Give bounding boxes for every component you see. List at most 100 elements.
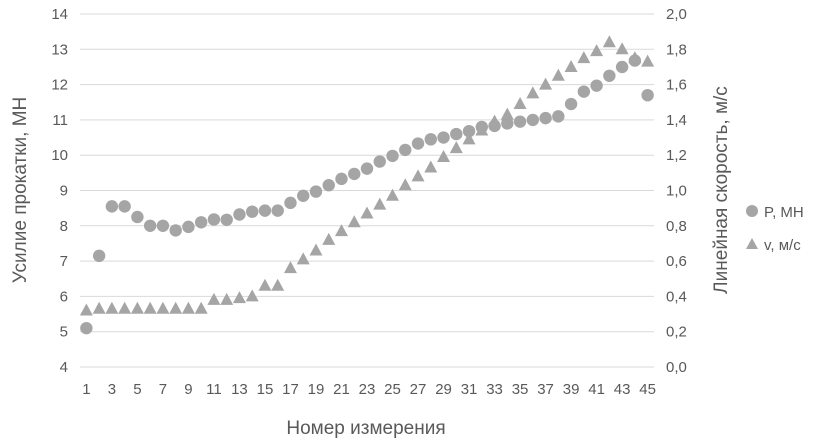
legend-marker-v [746, 238, 758, 249]
data-point-p [169, 224, 182, 237]
y-axis-left-ticks: 4 5 6 7 8 9 10 11 12 13 14 [51, 6, 68, 376]
data-point-p [258, 204, 272, 217]
x-tick-label: 19 [308, 381, 325, 398]
x-tick-label: 13 [231, 381, 248, 398]
data-point-v [386, 188, 400, 201]
data-point-v [245, 289, 259, 302]
x-tick-label: 15 [257, 381, 274, 398]
data-point-p [615, 60, 629, 74]
x-tick-label: 37 [537, 381, 554, 398]
y2-tick-label: 0,8 [666, 218, 687, 235]
data-point-p [246, 205, 259, 218]
x-tick-label: 29 [435, 381, 452, 398]
data-point-p [220, 213, 233, 226]
data-point-p [373, 155, 386, 168]
x-tick-label: 35 [512, 381, 529, 398]
data-point-v [526, 86, 540, 99]
data-point-v [488, 114, 502, 127]
data-point-v [641, 54, 655, 67]
data-point-p [399, 143, 412, 157]
data-point-v [258, 278, 272, 291]
data-point-v [360, 206, 374, 219]
data-point-p [641, 88, 654, 102]
data-point-v [590, 44, 604, 57]
data-point-p [335, 172, 348, 186]
y2-tick-label: 1,0 [666, 183, 687, 200]
y-tick-label: 7 [60, 253, 68, 270]
data-point-v [577, 51, 591, 64]
data-point-v [424, 160, 438, 173]
x-tick-label: 7 [159, 381, 167, 398]
data-point-v [296, 252, 310, 265]
data-point-p [386, 149, 399, 163]
data-point-p [309, 185, 323, 198]
x-tick-label: 39 [563, 381, 580, 398]
data-point-v [92, 301, 106, 314]
y-tick-label: 10 [51, 147, 68, 164]
data-point-v [207, 292, 221, 305]
data-point-p [194, 216, 208, 229]
legend: P, МН v, м/с [746, 204, 804, 254]
x-tick-label: 41 [588, 381, 605, 398]
x-tick-label: 43 [614, 381, 631, 398]
data-point-v [449, 141, 463, 154]
x-tick-label: 27 [410, 381, 427, 398]
data-point-v [118, 301, 132, 314]
data-point-v [309, 243, 323, 256]
data-point-p [513, 115, 527, 128]
data-point-p [462, 124, 476, 138]
y-tick-label: 9 [60, 183, 68, 200]
y2-tick-label: 1,6 [666, 77, 687, 94]
data-point-v [551, 68, 565, 81]
x-tick-label: 31 [461, 381, 478, 398]
y-tick-label: 13 [51, 41, 68, 58]
data-point-v [398, 178, 412, 191]
data-point-v [232, 291, 246, 304]
data-point-p [297, 189, 310, 202]
data-point-v [347, 215, 361, 228]
y2-tick-label: 0,4 [666, 288, 687, 305]
data-point-v [602, 35, 616, 48]
y-axis-left-title: Усилие прокатки, МН [10, 97, 31, 284]
data-point-p [207, 213, 221, 226]
data-point-p [564, 97, 578, 111]
data-point-v [130, 301, 144, 314]
data-point-v [271, 278, 285, 291]
y-axis-right-ticks: 0,0 0,2 0,4 0,6 0,8 1,0 1,2 1,4 1,6 1,8 2,0 [666, 6, 687, 376]
x-tick-label: 9 [184, 381, 192, 398]
y2-tick-label: 0,6 [666, 253, 687, 270]
y-tick-label: 8 [60, 218, 68, 235]
legend-marker-p [746, 205, 758, 217]
y2-tick-label: 1,2 [666, 147, 687, 164]
data-point-v [373, 197, 387, 210]
y2-tick-label: 2,0 [666, 6, 687, 23]
y-tick-label: 4 [60, 359, 68, 376]
data-point-v [194, 301, 208, 314]
data-point-v [334, 224, 348, 237]
data-point-p [360, 162, 374, 175]
data-point-v [462, 132, 476, 145]
data-point-p [437, 131, 450, 144]
data-point-p [271, 204, 284, 217]
data-point-p [143, 219, 157, 232]
data-point-p [233, 208, 246, 221]
data-point-v [322, 232, 336, 245]
y-axis-right-title: Линейная скорость, м/с [711, 86, 732, 294]
y2-tick-label: 0,2 [666, 324, 687, 341]
legend-label-v: v, м/с [764, 237, 801, 254]
y2-tick-label: 1,8 [666, 41, 687, 58]
data-point-v [513, 97, 527, 110]
data-point-v [437, 149, 451, 162]
data-point-p [131, 210, 144, 224]
x-axis-ticks: 1 3 5 7 9 11 13 15 17 19 21 23 25 27 29 31 33 35 37 39 41 43 4… [82, 381, 656, 398]
x-tick-label: 17 [282, 381, 299, 398]
x-tick-label: 3 [108, 381, 116, 398]
data-point-v [143, 301, 157, 314]
data-point-p [284, 196, 297, 210]
data-point-v [220, 292, 234, 305]
data-point-p [450, 127, 463, 141]
data-point-v [79, 303, 93, 316]
data-point-p [80, 321, 93, 335]
x-tick-label: 25 [384, 381, 401, 398]
